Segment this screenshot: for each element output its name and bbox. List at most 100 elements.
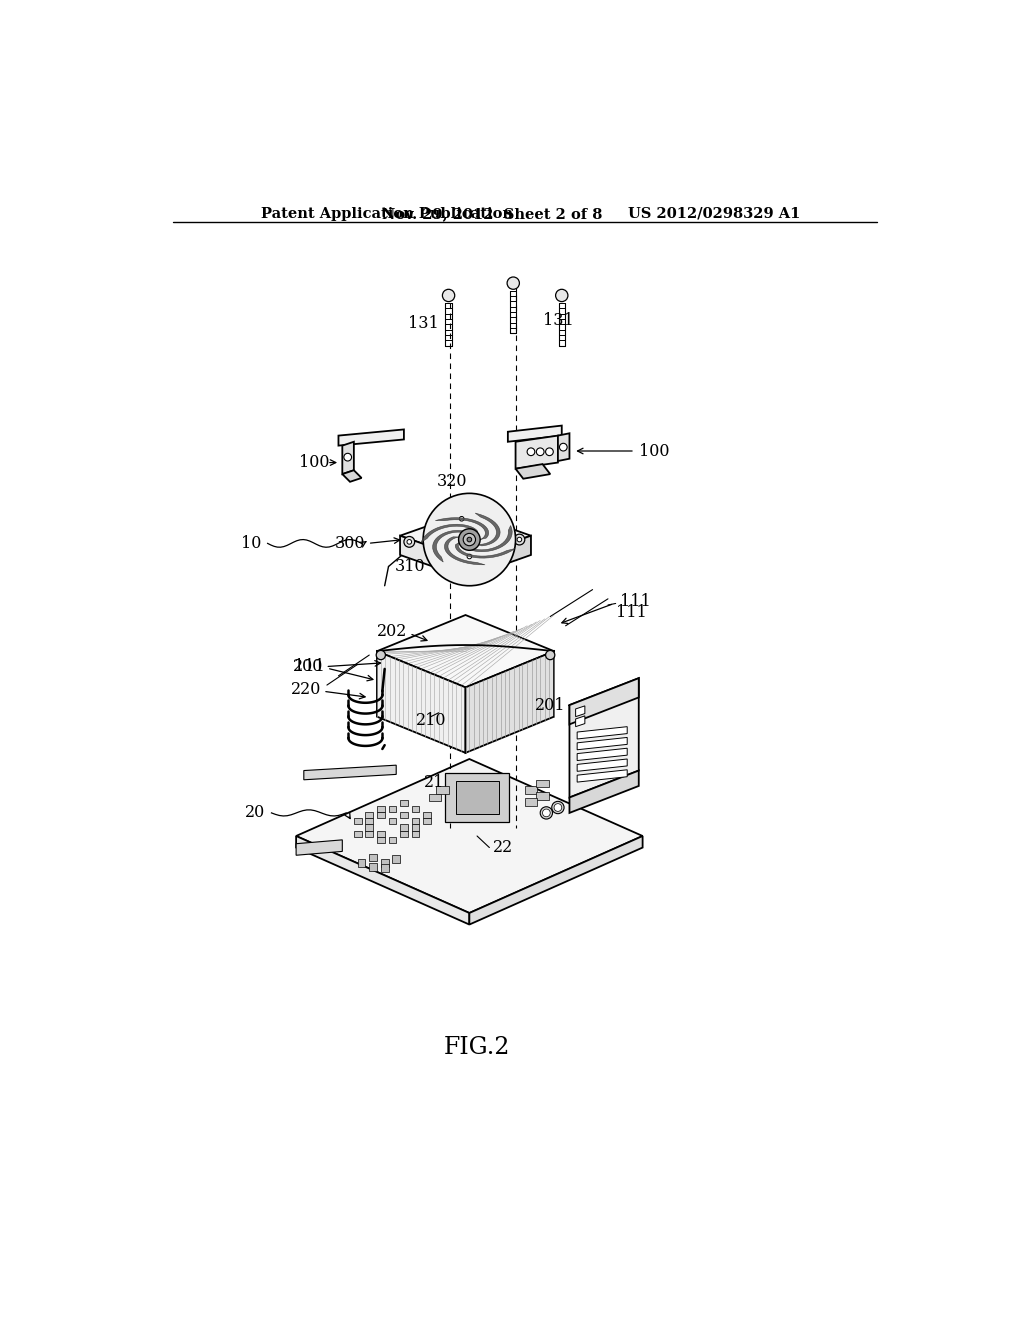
Circle shape [467, 554, 472, 558]
Polygon shape [381, 859, 388, 867]
Polygon shape [436, 785, 449, 793]
Circle shape [423, 494, 515, 586]
Circle shape [514, 535, 525, 545]
Polygon shape [388, 837, 396, 843]
Circle shape [546, 651, 555, 660]
Text: 10: 10 [241, 535, 261, 552]
Polygon shape [381, 865, 388, 873]
Text: 111: 111 [294, 659, 325, 675]
Text: Patent Application Publication: Patent Application Publication [261, 207, 513, 220]
Circle shape [376, 651, 385, 660]
Polygon shape [423, 812, 431, 818]
Circle shape [467, 537, 472, 543]
Polygon shape [524, 785, 538, 793]
Polygon shape [339, 429, 403, 446]
Polygon shape [469, 836, 643, 924]
Polygon shape [296, 759, 643, 913]
Polygon shape [400, 800, 408, 807]
Polygon shape [342, 442, 354, 474]
Circle shape [543, 809, 550, 817]
Circle shape [344, 453, 351, 461]
Polygon shape [537, 780, 549, 788]
Circle shape [546, 447, 553, 455]
Text: 100: 100 [639, 442, 670, 459]
Polygon shape [578, 726, 628, 739]
Polygon shape [423, 818, 431, 825]
Polygon shape [296, 836, 469, 924]
Text: 300: 300 [335, 535, 366, 552]
Polygon shape [578, 770, 628, 781]
Polygon shape [515, 436, 558, 469]
Polygon shape [421, 524, 478, 543]
Polygon shape [578, 759, 628, 771]
Circle shape [457, 513, 467, 524]
Circle shape [556, 289, 568, 302]
Text: 200: 200 [293, 659, 323, 675]
Polygon shape [578, 748, 628, 760]
Polygon shape [354, 818, 361, 825]
Polygon shape [569, 678, 639, 725]
Circle shape [541, 807, 553, 818]
Text: 100: 100 [299, 454, 330, 471]
Text: 202: 202 [378, 623, 408, 640]
Text: 201: 201 [536, 697, 565, 714]
Polygon shape [400, 536, 466, 578]
Polygon shape [412, 825, 419, 830]
Polygon shape [357, 859, 366, 867]
Polygon shape [456, 543, 515, 558]
Polygon shape [366, 830, 373, 837]
Polygon shape [578, 738, 628, 750]
Polygon shape [377, 651, 466, 752]
Polygon shape [569, 771, 639, 813]
Polygon shape [508, 425, 562, 442]
Circle shape [537, 447, 544, 455]
Text: 310: 310 [395, 558, 425, 576]
Circle shape [554, 804, 562, 812]
Polygon shape [456, 780, 499, 814]
Polygon shape [342, 470, 361, 482]
Polygon shape [400, 512, 531, 558]
Polygon shape [444, 537, 485, 565]
Circle shape [464, 552, 475, 562]
Polygon shape [412, 818, 419, 825]
Polygon shape [575, 715, 585, 726]
Polygon shape [444, 774, 509, 822]
Polygon shape [435, 517, 488, 540]
Polygon shape [377, 807, 385, 812]
Circle shape [442, 289, 455, 302]
Text: 21: 21 [424, 774, 444, 791]
Polygon shape [400, 830, 408, 837]
Circle shape [459, 529, 480, 550]
Polygon shape [388, 807, 396, 812]
Text: 131: 131 [408, 315, 438, 333]
Polygon shape [366, 812, 373, 818]
Circle shape [527, 447, 535, 455]
Polygon shape [412, 807, 419, 812]
Text: 20: 20 [245, 804, 265, 821]
Polygon shape [366, 818, 373, 825]
Polygon shape [537, 792, 549, 800]
Circle shape [517, 537, 521, 543]
Text: Nov. 29, 2012  Sheet 2 of 8: Nov. 29, 2012 Sheet 2 of 8 [382, 207, 603, 220]
Circle shape [552, 801, 564, 813]
Polygon shape [370, 863, 377, 871]
Polygon shape [466, 651, 554, 752]
Polygon shape [392, 855, 400, 863]
Text: 22: 22 [493, 840, 513, 857]
Circle shape [559, 444, 567, 451]
Polygon shape [515, 465, 550, 479]
Polygon shape [296, 840, 342, 855]
Text: 210: 210 [416, 711, 446, 729]
Text: 111: 111 [615, 605, 646, 622]
Polygon shape [388, 818, 396, 825]
Polygon shape [558, 433, 569, 461]
Circle shape [403, 536, 415, 548]
Polygon shape [524, 799, 538, 807]
Polygon shape [412, 830, 419, 837]
Text: US 2012/0298329 A1: US 2012/0298329 A1 [628, 207, 801, 220]
Polygon shape [304, 766, 396, 780]
Polygon shape [569, 678, 639, 797]
Polygon shape [377, 812, 385, 818]
Polygon shape [366, 825, 373, 830]
Polygon shape [432, 531, 467, 562]
